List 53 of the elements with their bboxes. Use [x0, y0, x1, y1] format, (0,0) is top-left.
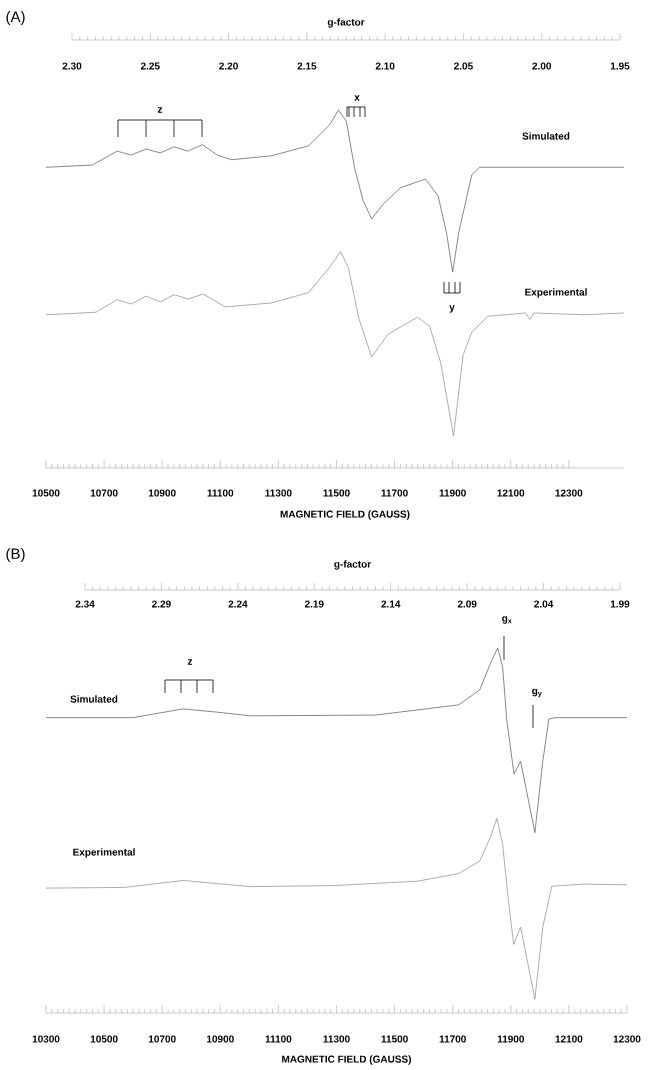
x-tick-label: 11100	[207, 489, 234, 497]
x-tick-label: 11300	[323, 1035, 350, 1043]
x2-tick-label: 2.14	[381, 600, 401, 608]
x2-tick-label: 2.34	[75, 600, 95, 608]
x-axis-title: MAGNETIC FIELD (GAUSS)	[280, 510, 410, 520]
x-tick-label: 10900	[148, 489, 176, 497]
x-tick-label: 12100	[497, 489, 525, 497]
x-axis-title: MAGNETIC FIELD (GAUSS)	[282, 1055, 411, 1065]
x2-tick-label: 1.95	[610, 62, 630, 70]
annotation: y	[449, 305, 455, 313]
x2-tick-label: 2.30	[62, 62, 82, 70]
annotation: g$_{y}$	[532, 688, 542, 698]
x-tick-label: 12300	[555, 489, 583, 497]
x-tick-label: 12100	[555, 1035, 583, 1043]
x2-tick-label: 2.19	[304, 600, 324, 608]
x-tick-label: 11500	[381, 1035, 408, 1043]
x-tick-label: 11700	[381, 489, 408, 497]
x2-tick-label: 2.20	[219, 62, 238, 70]
x-tick-label: 11100	[265, 1035, 292, 1043]
x-tick-label: 11500	[323, 489, 350, 497]
x-tick-label: 11900	[439, 489, 466, 497]
x2-tick-label: 2.25	[140, 62, 160, 70]
text: Simulated	[522, 132, 570, 140]
annotation: z	[157, 107, 163, 113]
x2-axis-title: g-factor	[334, 560, 371, 570]
x-tick-label: 10700	[90, 489, 118, 497]
x2-axis-title: g-factor	[327, 18, 365, 28]
x-tick-label: 12300	[613, 1035, 641, 1043]
chart-title: (A)	[6, 11, 25, 25]
x2-tick-label: 2.24	[228, 600, 248, 608]
x2-tick-label: 2.15	[297, 62, 317, 70]
x2-tick-label: 1.99	[610, 600, 630, 608]
series-label: Simulated	[70, 695, 118, 703]
x2-tick-label: 2.04	[534, 600, 554, 608]
x2-tick-label: 2.10	[375, 62, 395, 70]
x-tick-label: 11700	[439, 1035, 466, 1043]
text: x	[354, 95, 360, 101]
x-tick-label: 11300	[265, 489, 292, 497]
series-label: Experimental	[525, 288, 587, 298]
x2-tick-label: 2.09	[457, 600, 477, 608]
text: g$_{x}$	[502, 616, 512, 624]
x2-tick-label: 2.29	[152, 600, 171, 608]
x-tick-label: 10900	[207, 1035, 234, 1043]
x-tick-label: 10500	[32, 489, 60, 497]
x-tick-label: 10500	[90, 1035, 118, 1043]
text: Experimental	[73, 848, 135, 858]
x2-tick-label: 2.05	[454, 62, 473, 70]
x-tick-label: 11900	[497, 1035, 525, 1043]
x-tick-label: 10300	[32, 1035, 60, 1043]
x2-tick-label: 2.00	[532, 62, 552, 70]
annotation: z	[187, 659, 193, 665]
x-tick-label: 10700	[148, 1035, 176, 1043]
chart-title: (B)	[6, 548, 25, 562]
